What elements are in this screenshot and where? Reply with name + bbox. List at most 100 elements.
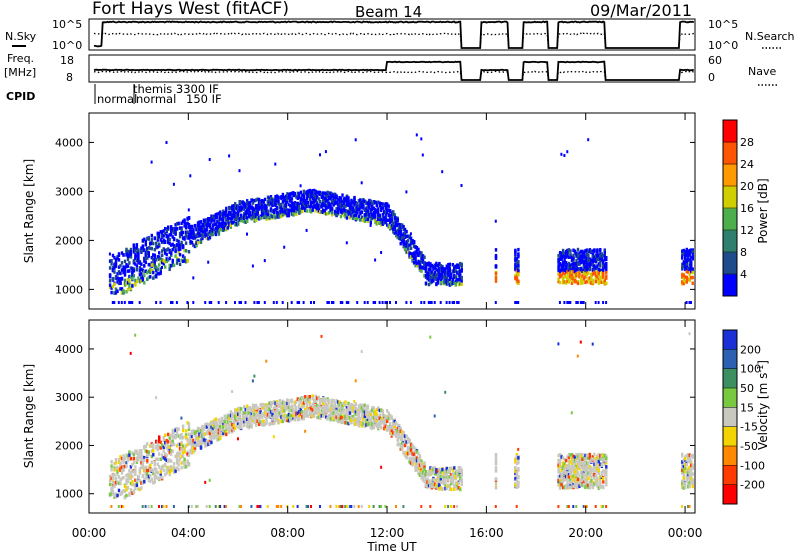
echo-cell xyxy=(108,474,112,479)
echo-cell xyxy=(603,265,606,270)
echo-cell xyxy=(383,221,386,225)
echo-cell xyxy=(229,422,232,426)
echo-cell xyxy=(183,220,186,224)
echo-cell xyxy=(159,470,162,474)
echo-cell xyxy=(302,206,305,210)
echo-cell xyxy=(430,270,434,275)
echo-cell xyxy=(308,412,311,417)
echo-cell xyxy=(429,268,432,272)
echo-cell xyxy=(234,301,236,304)
echo-cell xyxy=(168,237,171,242)
echo-cell xyxy=(362,218,365,222)
echo-cell xyxy=(138,266,142,270)
echo-cell xyxy=(228,212,231,216)
echo-cell xyxy=(302,416,305,420)
echo-cell xyxy=(406,440,410,444)
echo-cell xyxy=(441,170,444,174)
echo-cell xyxy=(335,407,338,412)
cpid-name-150if: 150 IF xyxy=(186,92,222,106)
echo-cell xyxy=(263,422,267,427)
echo-cell xyxy=(198,220,201,224)
echo-cell xyxy=(153,263,156,267)
echo-cell xyxy=(360,181,363,185)
echo-cell xyxy=(162,247,165,252)
echo-cell xyxy=(223,505,226,508)
echo-cell xyxy=(427,469,431,474)
echo-cell xyxy=(189,432,192,437)
echo-cell xyxy=(390,223,393,228)
echo-cell xyxy=(110,467,113,472)
echo-cell xyxy=(265,409,268,413)
echo-cell xyxy=(181,460,185,465)
echo-cell xyxy=(347,301,350,304)
echo-cell xyxy=(265,208,268,213)
echo-cell xyxy=(375,412,378,416)
echo-cell xyxy=(560,267,563,272)
echo-cell xyxy=(237,412,240,416)
echo-cell xyxy=(295,206,298,210)
echo-cell xyxy=(229,413,232,418)
echo-cell xyxy=(307,505,310,508)
echo-cell xyxy=(187,225,191,230)
echo-cell xyxy=(335,213,338,217)
echo-cell xyxy=(152,469,155,473)
echo-cell xyxy=(602,273,605,277)
echo-cell xyxy=(274,414,277,418)
echo-cell xyxy=(603,255,606,259)
echo-cell xyxy=(164,239,167,244)
freq-tick-high: 18 xyxy=(60,54,74,67)
echo-cell xyxy=(454,279,457,283)
echo-cell xyxy=(290,212,294,216)
echo-cell xyxy=(402,232,405,236)
echo-cell xyxy=(298,417,301,421)
echo-cell xyxy=(213,436,216,440)
echo-cell xyxy=(433,271,437,275)
echo-cell xyxy=(235,423,238,428)
echo-cell xyxy=(336,415,340,419)
echo-cell xyxy=(275,410,279,415)
echo-cell xyxy=(177,243,180,247)
echo-cell xyxy=(368,412,371,416)
echo-cell xyxy=(225,505,228,508)
echo-cell xyxy=(341,406,344,410)
echo-cell xyxy=(284,209,288,213)
echo-cell xyxy=(132,274,136,278)
echo-cell xyxy=(460,262,463,267)
echo-cell xyxy=(172,430,176,434)
echo-cell xyxy=(189,436,192,440)
echo-cell xyxy=(393,419,396,424)
echo-cell xyxy=(514,248,517,253)
echo-cell xyxy=(389,413,392,418)
echo-cell xyxy=(363,414,367,419)
echo-cell xyxy=(387,223,390,228)
echo-cell xyxy=(339,414,343,418)
echo-cell xyxy=(158,505,160,508)
echo-cell xyxy=(155,475,158,479)
echo-cell xyxy=(143,281,146,285)
echo-cell xyxy=(298,206,301,210)
echo-cell xyxy=(360,420,364,425)
echo-cell xyxy=(356,211,359,215)
echo-cell xyxy=(558,251,562,255)
echo-cell xyxy=(311,402,314,407)
echo-cell xyxy=(360,201,364,206)
echo-cell xyxy=(150,246,153,251)
echo-cell xyxy=(311,191,314,195)
echo-cell xyxy=(175,243,179,247)
echo-cell xyxy=(338,400,341,404)
echo-cell xyxy=(111,476,115,480)
echo-cell xyxy=(424,281,428,285)
echo-cell xyxy=(687,258,690,262)
echo-cell xyxy=(381,412,384,416)
echo-cell xyxy=(189,438,192,443)
echo-cell xyxy=(140,461,143,465)
echo-cell xyxy=(345,209,349,214)
echo-cell xyxy=(140,449,143,453)
echo-cell xyxy=(515,257,519,261)
echo-cell xyxy=(399,444,402,449)
echo-cell xyxy=(159,467,162,472)
echo-cell xyxy=(238,409,241,414)
echo-cell xyxy=(332,196,335,201)
echo-cell xyxy=(350,407,353,412)
echo-cell xyxy=(219,217,222,221)
